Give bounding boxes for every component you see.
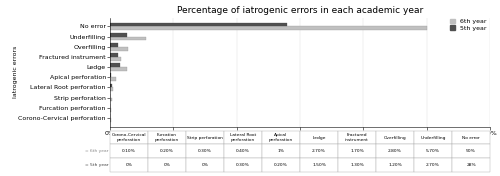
Bar [110,47,128,51]
Bar [110,67,127,71]
Bar [110,108,112,112]
Bar [110,84,112,87]
Bar [110,73,112,77]
Bar [110,26,426,30]
Title: Percentage of iatrogenic errors in each academic year: Percentage of iatrogenic errors in each … [177,7,423,15]
Legend: 6th year, 5th year: 6th year, 5th year [450,18,487,31]
Bar [110,33,127,37]
Bar [110,57,121,61]
Bar [110,53,118,57]
Y-axis label: Iatrogenic errors: Iatrogenic errors [13,46,18,98]
Bar [110,98,112,101]
Bar [110,87,112,91]
Bar [110,63,120,67]
Bar [110,43,118,47]
Bar [110,23,288,26]
Bar [110,37,146,40]
Bar [110,77,116,81]
